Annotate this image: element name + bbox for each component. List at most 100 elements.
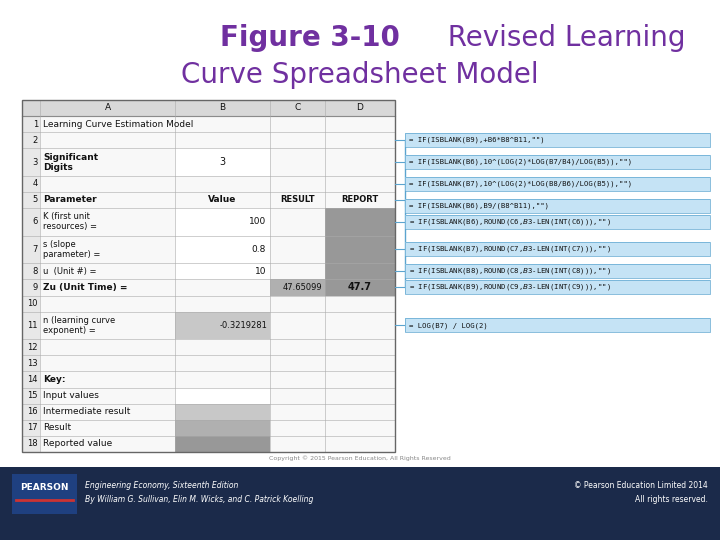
Bar	[405, 199, 710, 213]
Bar	[405, 265, 710, 278]
Text: 17: 17	[27, 423, 38, 433]
Text: 11: 11	[27, 321, 38, 330]
Text: 10: 10	[254, 267, 266, 276]
Text: 7: 7	[32, 245, 38, 254]
Bar	[405, 280, 710, 294]
Bar	[175, 148, 270, 176]
Text: Learning Curve Estimation Model: Learning Curve Estimation Model	[43, 119, 194, 129]
Bar	[325, 279, 395, 295]
Text: 3: 3	[32, 158, 38, 166]
Text: exponent) =: exponent) =	[43, 326, 96, 335]
Text: Parameter: Parameter	[43, 195, 96, 205]
Text: 18: 18	[27, 440, 38, 448]
Bar	[405, 319, 710, 333]
Bar	[175, 404, 270, 420]
Text: A: A	[104, 104, 111, 112]
Text: 8: 8	[32, 267, 38, 276]
Bar	[0, 467, 720, 540]
Text: 5: 5	[32, 195, 38, 205]
Text: 4: 4	[32, 179, 38, 188]
Text: Reported value: Reported value	[43, 440, 112, 448]
Bar	[175, 312, 270, 339]
Text: = IF(ISBLANK(B9),+B6*B8^B11,""): = IF(ISBLANK(B9),+B6*B8^B11,"")	[409, 137, 544, 144]
Bar	[405, 177, 710, 191]
Text: RESULT: RESULT	[280, 195, 315, 205]
Text: 13: 13	[27, 359, 38, 368]
Text: 10: 10	[27, 299, 38, 308]
Bar	[405, 199, 710, 213]
Bar	[405, 155, 710, 169]
Bar	[405, 265, 710, 278]
Text: s (slope: s (slope	[43, 240, 76, 249]
Text: Key:: Key:	[43, 375, 66, 384]
Text: resources) =: resources) =	[43, 222, 97, 231]
Text: By William G. Sullivan, Elin M. Wicks, and C. Patrick Koelling: By William G. Sullivan, Elin M. Wicks, a…	[85, 495, 313, 503]
Text: Intermediate result: Intermediate result	[43, 407, 130, 416]
Bar	[175, 235, 270, 264]
Bar	[175, 208, 270, 235]
Text: = LOG(B7) / LOG(2): = LOG(B7) / LOG(2)	[409, 322, 487, 329]
Text: D: D	[356, 104, 364, 112]
Bar	[175, 420, 270, 436]
Text: Digits: Digits	[43, 163, 73, 172]
Text: All rights reserved.: All rights reserved.	[635, 495, 708, 503]
Bar	[405, 133, 710, 147]
Bar	[405, 215, 710, 229]
Bar	[22, 100, 395, 452]
Bar	[325, 208, 395, 235]
Text: = IF(ISBLANK(B9),ROUND(C9,$B$3-LEN(INT(C9))),""): = IF(ISBLANK(B9),ROUND(C9,$B$3-LEN(INT(C…	[409, 282, 611, 293]
Text: Result: Result	[43, 423, 71, 433]
Bar	[325, 264, 395, 279]
Text: Zu (Unit Time) =: Zu (Unit Time) =	[43, 283, 127, 292]
Text: = IF(ISBLANK(B6),ROUND(C6,$B$3-LEN(INT(C6))),""): = IF(ISBLANK(B6),ROUND(C6,$B$3-LEN(INT(C…	[409, 217, 611, 227]
Text: = IF(ISBLANK(B6),B9/(B8^B11),""): = IF(ISBLANK(B6),B9/(B8^B11),"")	[409, 202, 549, 209]
Text: 9: 9	[32, 283, 38, 292]
Text: n (learning curve: n (learning curve	[43, 316, 115, 325]
Text: 47.7: 47.7	[348, 282, 372, 293]
Bar	[175, 388, 270, 404]
Text: 6: 6	[32, 218, 38, 226]
Text: Revised Learning: Revised Learning	[430, 24, 685, 52]
Text: 47.65099: 47.65099	[282, 283, 322, 292]
Text: K (first unit: K (first unit	[43, 212, 90, 221]
Bar	[405, 215, 710, 229]
Bar	[175, 264, 270, 279]
Text: 15: 15	[27, 391, 38, 400]
Text: = IF(ISBLANK(B6),10^(LOG(2)*LOG(B7/B4)/LOG(B5)),""): = IF(ISBLANK(B6),10^(LOG(2)*LOG(B7/B4)/L…	[409, 159, 632, 165]
Bar	[405, 242, 710, 256]
Text: PEARSON: PEARSON	[20, 483, 68, 492]
Text: 3: 3	[220, 157, 225, 167]
Text: u  (Unit #) =: u (Unit #) =	[43, 267, 96, 276]
Bar	[270, 279, 325, 295]
Bar	[405, 280, 710, 294]
Text: Curve Spreadsheet Model: Curve Spreadsheet Model	[181, 61, 539, 89]
Text: 14: 14	[27, 375, 38, 384]
Bar	[22, 100, 395, 452]
Text: Engineering Economy, Sixteenth Edition: Engineering Economy, Sixteenth Edition	[85, 481, 238, 489]
Text: Input values: Input values	[43, 391, 99, 400]
Bar	[405, 155, 710, 169]
Text: 16: 16	[27, 407, 38, 416]
Bar	[405, 319, 710, 333]
Text: Figure 3-10: Figure 3-10	[220, 24, 400, 52]
Text: 2: 2	[32, 136, 38, 145]
Text: C: C	[294, 104, 301, 112]
Text: = IF(ISBLANK(B8),ROUND(C8,$B$3-LEN(INT(C8))),""): = IF(ISBLANK(B8),ROUND(C8,$B$3-LEN(INT(C…	[409, 266, 611, 276]
Text: Copyright © 2015 Pearson Education, All Rights Reserved: Copyright © 2015 Pearson Education, All …	[269, 455, 451, 461]
Text: 100: 100	[248, 218, 266, 226]
Bar	[405, 133, 710, 147]
Text: = IF(ISBLANK(B7),ROUND(C7,$B$3-LEN(INT(C7))),""): = IF(ISBLANK(B7),ROUND(C7,$B$3-LEN(INT(C…	[409, 245, 611, 254]
Text: parameter) =: parameter) =	[43, 250, 100, 259]
Bar	[405, 242, 710, 256]
Bar	[22, 100, 395, 116]
Text: © Pearson Education Limited 2014: © Pearson Education Limited 2014	[575, 481, 708, 489]
Bar	[405, 177, 710, 191]
Bar	[325, 235, 395, 264]
Text: REPORT: REPORT	[341, 195, 379, 205]
Bar	[175, 436, 270, 452]
Text: Significant: Significant	[43, 152, 98, 161]
Text: 0.8: 0.8	[251, 245, 266, 254]
Bar	[22, 116, 40, 452]
Text: -0.3219281: -0.3219281	[219, 321, 267, 330]
Text: Value: Value	[208, 195, 237, 205]
